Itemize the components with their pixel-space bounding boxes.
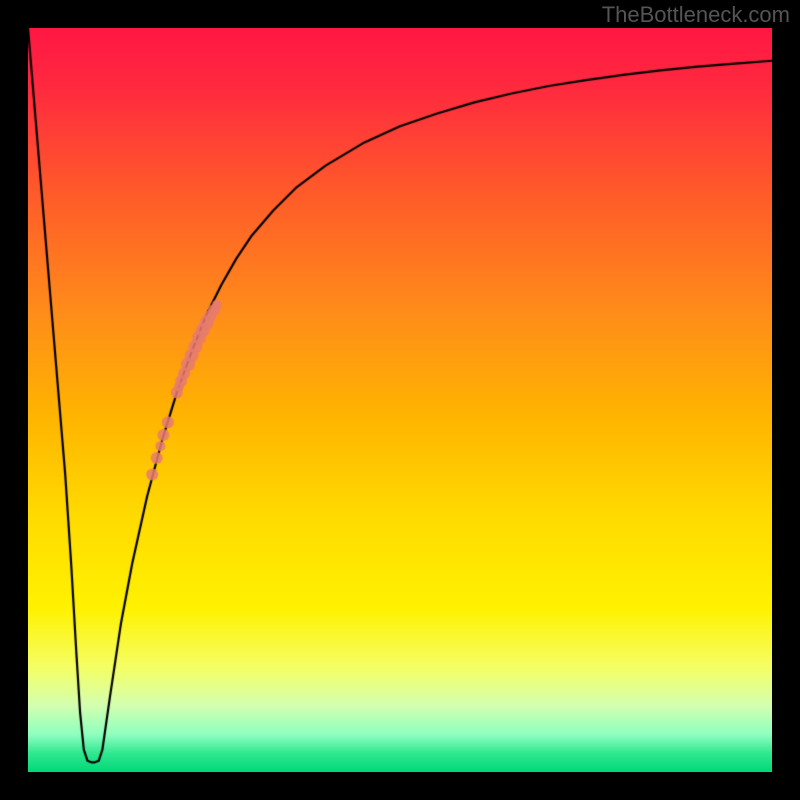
plot-area bbox=[28, 28, 772, 772]
watermark-text: TheBottleneck.com bbox=[602, 2, 790, 28]
gradient-background bbox=[28, 28, 772, 772]
figure-root: TheBottleneck.com bbox=[0, 0, 800, 800]
